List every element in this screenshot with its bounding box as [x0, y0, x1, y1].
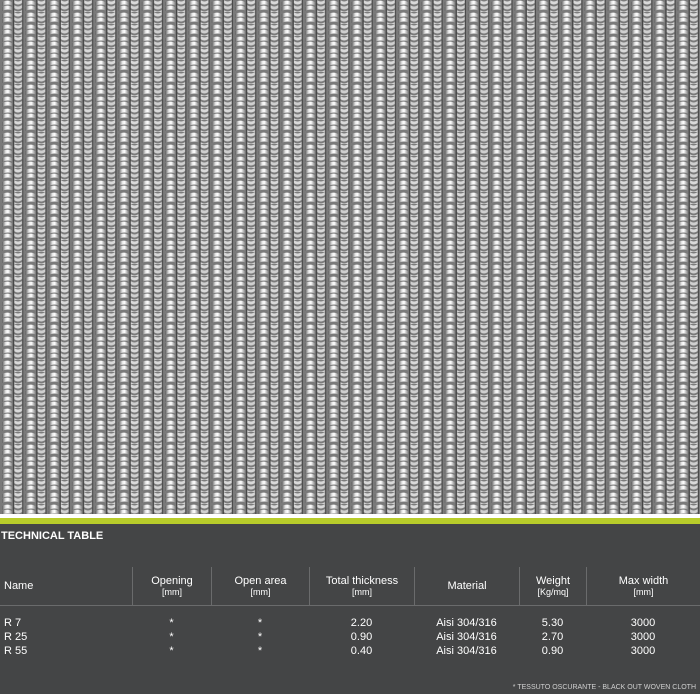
header-label: Total thickness	[325, 575, 399, 587]
footnote: * TESSUTO OSCURANTE - BLACK OUT WOVEN CL…	[512, 684, 696, 691]
woven-mesh-photo	[0, 0, 700, 514]
table-header-row: Name Opening [mm] Open area [mm] Total t…	[0, 567, 700, 605]
cell-open-area: *	[257, 645, 263, 657]
cell-open-area: *	[257, 617, 263, 629]
header-weight: Weight [Kg/mq]	[519, 567, 586, 605]
cell-name: R 55	[4, 645, 28, 657]
header-unit: [mm]	[352, 587, 372, 597]
cell-weight: 5.30	[541, 617, 564, 629]
table-title: TECHNICAL TABLE	[1, 530, 104, 542]
table-row: R 7 * * 2.20 Aisi 304/316 5.30 3000	[0, 616, 700, 630]
header-unit: [mm]	[162, 587, 182, 597]
cell-name: R 7	[4, 617, 22, 629]
header-unit: [mm]	[250, 587, 271, 597]
cell-open-area: *	[257, 631, 263, 643]
technical-table-panel: TECHNICAL TABLE Name Opening [mm] Open a…	[0, 524, 700, 694]
woven-mesh-texture	[0, 0, 700, 514]
header-name: Name	[0, 567, 132, 605]
cell-name: R 25	[4, 631, 28, 643]
cell-weight: 2.70	[541, 631, 564, 643]
header-total-thickness: Total thickness [mm]	[309, 567, 414, 605]
divider-gap	[0, 514, 700, 518]
header-label: Weight	[535, 575, 571, 587]
header-material: Material	[414, 567, 519, 605]
table-row: R 55 * * 0.40 Aisi 304/316 0.90 3000	[0, 644, 700, 658]
header-divider	[0, 605, 700, 606]
cell-thickness: 0.90	[350, 631, 373, 643]
cell-weight: 0.90	[541, 645, 564, 657]
cell-material: Aisi 304/316	[436, 617, 497, 629]
header-max-width: Max width [mm]	[586, 567, 700, 605]
cell-opening: *	[169, 631, 174, 643]
cell-max-width: 3000	[630, 617, 656, 629]
cell-thickness: 0.40	[350, 645, 373, 657]
header-opening: Opening [mm]	[132, 567, 211, 605]
cell-material: Aisi 304/316	[436, 645, 497, 657]
header-label: Max width	[618, 575, 669, 587]
header-label: Material	[447, 580, 487, 592]
accent-stripe	[0, 518, 700, 524]
cell-opening: *	[169, 617, 174, 629]
cell-opening: *	[169, 645, 174, 657]
header-open-area: Open area [mm]	[211, 567, 309, 605]
header-label: Opening	[151, 575, 193, 587]
table-row: R 25 * * 0.90 Aisi 304/316 2.70 3000	[0, 630, 700, 644]
header-label: Open area	[234, 575, 287, 587]
header-unit: [mm]	[633, 587, 654, 597]
cell-max-width: 3000	[630, 631, 656, 643]
cell-max-width: 3000	[630, 645, 656, 657]
cell-thickness: 2.20	[350, 617, 373, 629]
header-unit: [Kg/mq]	[537, 587, 569, 597]
cell-material: Aisi 304/316	[436, 631, 497, 643]
header-label: Name	[4, 580, 34, 592]
